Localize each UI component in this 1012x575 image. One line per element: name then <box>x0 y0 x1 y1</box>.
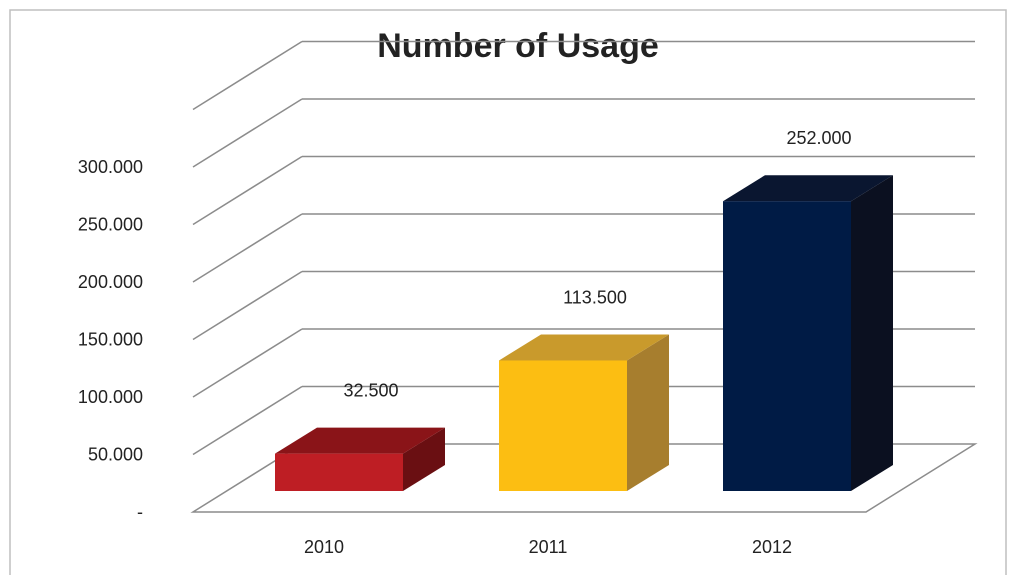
side-wall-line <box>192 385 303 456</box>
bar-2012 <box>723 175 893 491</box>
bar-side <box>627 334 669 491</box>
side-wall-line <box>192 328 303 398</box>
side-wall-line <box>192 213 303 283</box>
bar-front <box>275 453 403 491</box>
gridlines <box>190 40 978 513</box>
side-wall-line <box>192 270 303 341</box>
y-tick-label: 300.000 <box>78 157 143 177</box>
y-tick-label: 200.000 <box>78 272 143 292</box>
data-labels: 32.500 113.500 252.000 <box>343 128 851 400</box>
bar-side <box>851 175 893 491</box>
data-label: 252.000 <box>786 128 851 148</box>
y-axis-ticks: - 50.000 100.000 150.000 200.000 250.000 300.0… <box>78 157 143 522</box>
bar-2011 <box>499 334 669 491</box>
bar-2010 <box>275 427 445 491</box>
side-wall-line <box>192 40 303 111</box>
x-axis-labels: 2010 2011 2012 <box>304 537 792 557</box>
chart-title: Number of Usage <box>377 27 659 65</box>
bar-top <box>275 427 445 454</box>
x-tick-label: 2011 <box>529 537 568 557</box>
bar-front <box>499 360 627 491</box>
data-label: 32.500 <box>343 381 398 401</box>
floor <box>190 443 978 513</box>
side-wall-line <box>192 98 303 168</box>
bar-top <box>499 334 669 361</box>
x-tick-label: 2010 <box>304 537 344 557</box>
y-tick-label: 100.000 <box>78 387 143 407</box>
bar-front <box>723 201 851 491</box>
bar-top <box>723 175 893 202</box>
y-tick-label: 150.000 <box>78 330 143 350</box>
chart-border <box>9 9 1007 575</box>
bar-side <box>403 427 445 491</box>
x-tick-label: 2012 <box>752 537 792 557</box>
data-label: 113.500 <box>563 287 627 307</box>
side-wall-line <box>192 155 303 226</box>
y-tick-label: 250.000 <box>78 215 143 235</box>
y-tick-label: 50.000 <box>88 445 143 465</box>
bars <box>275 175 893 491</box>
y-tick-label: - <box>137 502 143 522</box>
